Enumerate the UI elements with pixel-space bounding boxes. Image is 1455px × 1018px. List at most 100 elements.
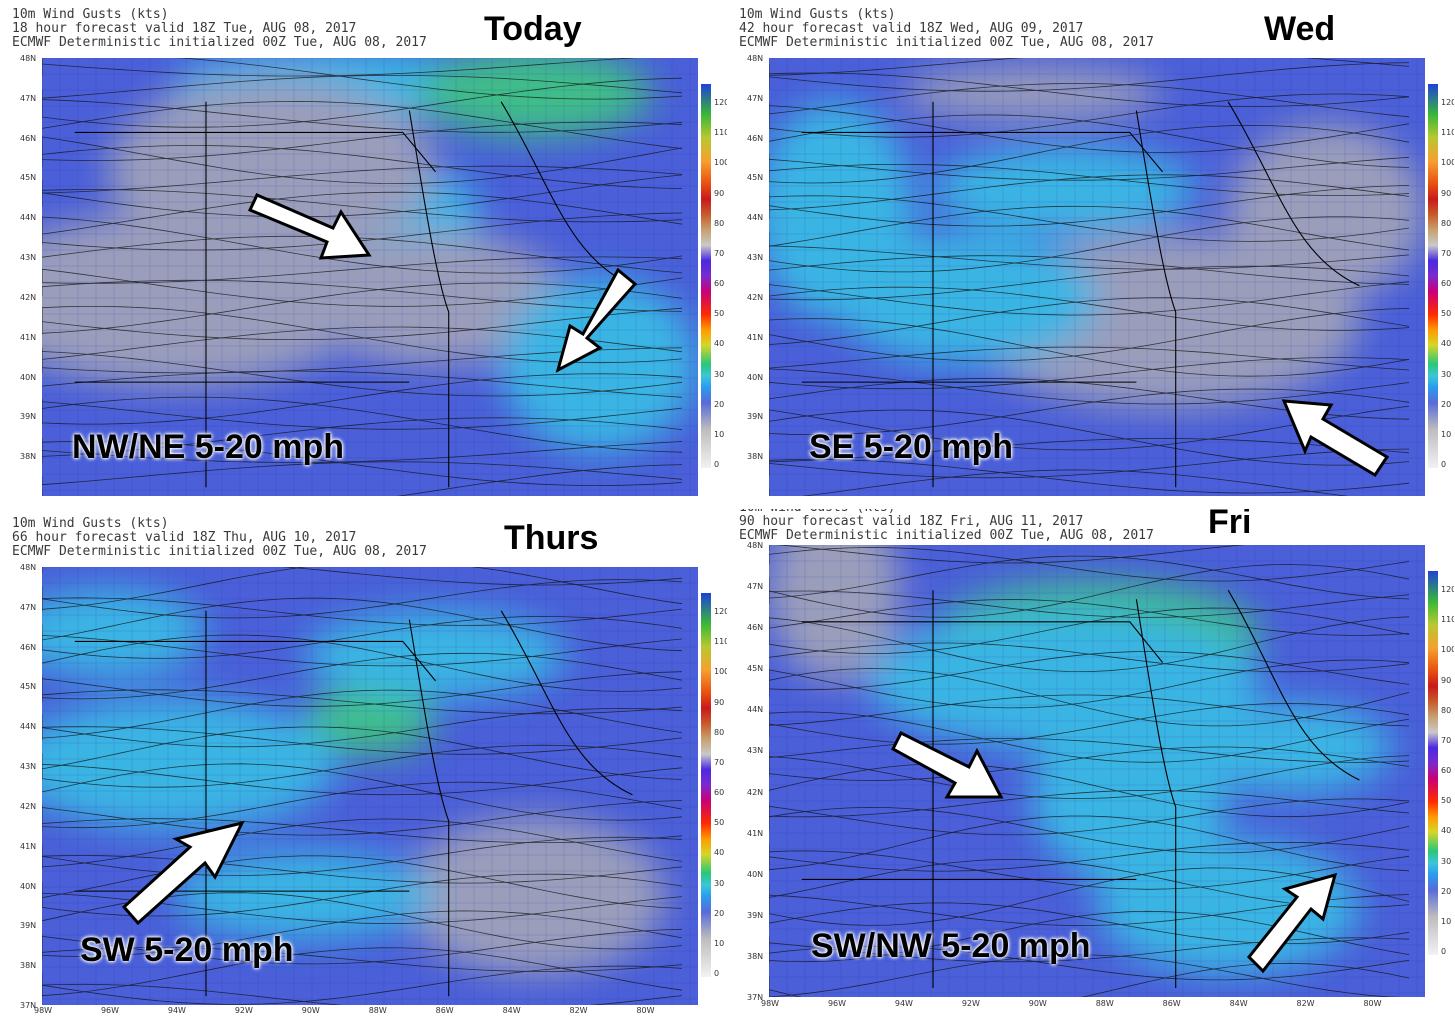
latitude-label: 43N: [747, 253, 764, 263]
latitude-label: 39N: [747, 910, 764, 920]
colorbar-tick-label: 20: [714, 908, 725, 918]
map-panel-fri: 10m Wind Gusts (kts) 90 hour forecast va…: [727, 509, 1454, 1018]
latitude-label: 40N: [747, 372, 764, 382]
colorbar-tick-label: 120: [714, 98, 727, 107]
day-label: Today: [484, 10, 582, 48]
longitude-label: 84W: [1229, 999, 1248, 1008]
latitude-label: 42N: [747, 787, 764, 797]
colorbar-tick-label: 60: [1441, 279, 1452, 288]
wind-gust-map: [42, 567, 698, 1005]
latitude-label: 44N: [20, 722, 37, 732]
latitude-label: 39N: [747, 412, 764, 422]
product-title: 10m Wind Gusts (kts): [12, 516, 169, 531]
wind-arrow-icon: [891, 730, 1004, 799]
latitude-label: 42N: [20, 292, 37, 302]
product-title: 10m Wind Gusts (kts): [739, 509, 896, 515]
day-label: Thurs: [504, 519, 599, 557]
latitude-label: 39N: [20, 921, 37, 931]
colorbar-tick-label: 40: [1441, 339, 1452, 349]
model-init: ECMWF Deterministic initialized 00Z Tue,…: [739, 528, 1154, 543]
wind-speed-label: NW/NE 5-20 mph: [72, 428, 345, 466]
longitude-label: 80W: [636, 1006, 655, 1015]
latitude-label: 41N: [20, 841, 37, 851]
latitude-label: 37N: [747, 993, 764, 1002]
colorbar-tick-label: 90: [714, 188, 725, 198]
colorbar-tick-label: 50: [714, 309, 725, 319]
latitude-label: 47N: [747, 582, 764, 592]
colorbar-tick-label: 80: [714, 727, 725, 737]
colorbar-tick-label: 10: [1441, 916, 1452, 926]
colorbar-tick-label: 90: [1441, 188, 1452, 198]
colorbar-tick-label: 100: [1441, 645, 1454, 655]
latitude-label: 40N: [747, 869, 764, 879]
wind-arrow-icon: [1246, 872, 1338, 974]
colorbar-tick-label: 20: [1441, 886, 1452, 896]
colorbar-tick-label: 40: [1441, 826, 1452, 836]
map-panel-thurs: 10m Wind Gusts (kts) 66 hour forecast va…: [0, 509, 727, 1018]
longitude-label: 92W: [234, 1006, 253, 1015]
longitude-label: 80W: [1363, 999, 1382, 1008]
longitude-label: 96W: [100, 1006, 120, 1015]
colorbar-tick-label: 110: [714, 637, 727, 647]
colorbar-tick-label: 30: [714, 369, 725, 379]
colorbar-tick-label: 0: [1441, 460, 1447, 469]
latitude-label: 45N: [747, 173, 764, 183]
colorbar-tick-label: 50: [1441, 796, 1452, 806]
latitude-label: 47N: [747, 93, 764, 103]
colorbar-tick-label: 110: [1441, 615, 1454, 625]
longitude-label: 98W: [761, 999, 780, 1008]
colorbar-tick-label: 30: [714, 878, 725, 888]
latitude-label: 48N: [20, 54, 37, 63]
latitude-label: 42N: [747, 292, 764, 302]
longitude-label: 86W: [1162, 999, 1181, 1008]
colorbar-tick-label: 30: [1441, 369, 1452, 379]
latitude-label: 47N: [20, 602, 37, 612]
wind-field-svg: [42, 58, 698, 496]
longitude-label: 96W: [827, 999, 847, 1008]
forecast-valid: 18 hour forecast valid 18Z Tue, AUG 08, …: [12, 21, 357, 36]
longitude-label: 90W: [301, 1006, 320, 1015]
day-label: Wed: [1264, 10, 1336, 48]
colorbar-tick-label: 90: [1441, 675, 1452, 685]
latitude-label: 42N: [20, 801, 37, 811]
day-label: Fri: [1208, 509, 1252, 541]
latitude-label: 41N: [20, 332, 37, 342]
longitude-label: 82W: [1296, 999, 1315, 1008]
colorbar-tick-label: 50: [714, 818, 725, 828]
colorbar-tick-label: 120: [1441, 98, 1454, 107]
colorbar: [701, 593, 711, 977]
wind-speed-label: SW/NW 5-20 mph: [811, 927, 1091, 965]
latitude-label: 43N: [20, 762, 37, 772]
latitude-label: 38N: [747, 951, 764, 961]
longitude-label: 92W: [961, 999, 980, 1008]
colorbar-tick-label: 90: [714, 697, 725, 707]
colorbar-tick-label: 120: [1441, 585, 1454, 594]
wind-arrow-icon: [247, 193, 372, 260]
latitude-label: 39N: [20, 412, 37, 422]
model-init: ECMWF Deterministic initialized 00Z Tue,…: [739, 35, 1154, 50]
colorbar-tick-label: 100: [714, 667, 727, 677]
colorbar-tick-label: 110: [1441, 128, 1454, 138]
latitude-label: 45N: [20, 682, 37, 692]
colorbar-tick-label: 110: [714, 128, 727, 138]
latitude-label: 46N: [747, 133, 764, 143]
wind-field-svg: [769, 545, 1425, 997]
forecast-valid: 42 hour forecast valid 18Z Wed, AUG 09, …: [739, 21, 1084, 36]
latitude-label: 48N: [747, 541, 764, 550]
colorbar-tick-label: 60: [714, 788, 725, 797]
latitude-label: 38N: [20, 452, 37, 462]
latitude-label: 38N: [747, 452, 764, 462]
longitude-label: 94W: [167, 1006, 186, 1015]
map-panel-wed: 10m Wind Gusts (kts) 42 hour forecast va…: [727, 0, 1454, 509]
colorbar-tick-label: 70: [1441, 248, 1452, 258]
colorbar-tick-label: 30: [1441, 856, 1452, 866]
colorbar-tick-label: 80: [714, 218, 725, 228]
latitude-label: 43N: [747, 746, 764, 756]
longitude-label: 88W: [1095, 999, 1114, 1008]
longitude-label: 88W: [368, 1006, 387, 1015]
latitude-label: 41N: [747, 828, 764, 838]
colorbar-tick-label: 0: [1441, 947, 1447, 956]
forecast-valid: 90 hour forecast valid 18Z Fri, AUG 11, …: [739, 514, 1084, 529]
product-title: 10m Wind Gusts (kts): [12, 7, 169, 22]
longitude-label: 98W: [34, 1006, 53, 1015]
